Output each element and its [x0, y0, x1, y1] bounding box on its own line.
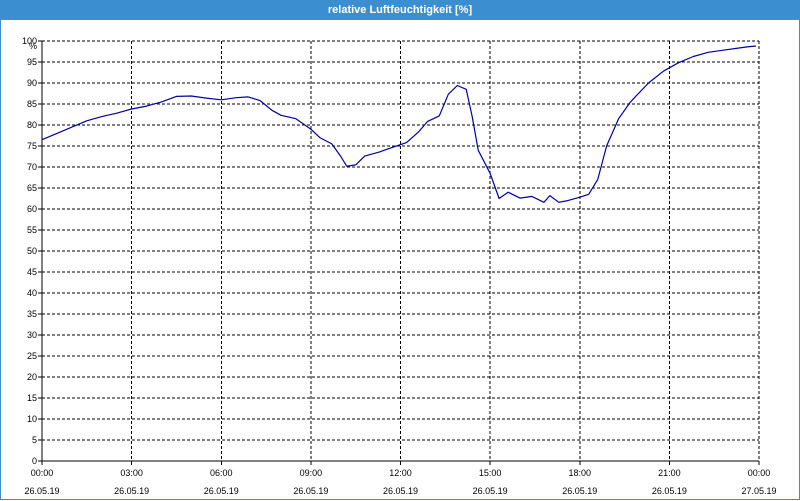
x-tick-time: 12:00: [389, 468, 412, 478]
y-tick-label: 5: [32, 435, 37, 445]
y-tick-label: 0: [32, 456, 37, 466]
axes: [38, 40, 760, 465]
y-tick-label: 60: [27, 204, 37, 214]
series-layer: [41, 45, 757, 203]
y-axis-label: %: [29, 41, 37, 51]
x-tick-date: 26.05.19: [473, 486, 508, 496]
x-tick-date: 26.05.19: [562, 486, 597, 496]
y-tick-label: 10: [27, 414, 37, 424]
y-tick-label: 65: [27, 183, 37, 193]
y-tick-label: 40: [27, 288, 37, 298]
y-tick-label: 50: [27, 246, 37, 256]
x-tick-date: 26.05.19: [293, 486, 328, 496]
chart-title: relative Luftfeuchtigkeit [%]: [1, 1, 799, 20]
x-tick-time: 03:00: [120, 468, 143, 478]
y-tick-labels: 0 5 10 15 20 25 30 35 40 45 50 55 60 65 70 75 80 85 90 95 10…: [22, 36, 37, 466]
y-tick-label: 85: [27, 99, 37, 109]
x-tick-date: 27.05.19: [741, 486, 776, 496]
x-tick-time: 18:00: [568, 468, 591, 478]
y-tick-label: 25: [27, 351, 37, 361]
y-tick-label: 15: [27, 393, 37, 403]
y-tick-label: 70: [27, 162, 37, 172]
y-tick-label: 55: [27, 225, 37, 235]
x-tick-date: 26.05.19: [652, 486, 687, 496]
x-tick-time: 00:00: [748, 468, 771, 478]
x-tick-time: 06:00: [210, 468, 233, 478]
y-tick-label: 100: [22, 36, 37, 46]
x-tick-time: 21:00: [658, 468, 681, 478]
x-tick-date: 26.05.19: [114, 486, 149, 496]
x-tick-date: 26.05.19: [24, 486, 59, 496]
x-tick-time: 15:00: [479, 468, 502, 478]
x-tick-date: 26.05.19: [383, 486, 418, 496]
y-tick-label: 95: [27, 57, 37, 67]
x-tick-labels: 00:00 26.05.19 03:00 26.05.19 06:00 26.05.19 0…: [24, 468, 776, 496]
y-tick-label: 20: [27, 372, 37, 382]
y-tick-label: 90: [27, 78, 37, 88]
y-tick-label: 75: [27, 141, 37, 151]
x-tick-time: 00:00: [31, 468, 54, 478]
grid-lines: [42, 40, 760, 461]
y-tick-label: 80: [27, 120, 37, 130]
y-tick-label: 30: [27, 330, 37, 340]
x-tick-date: 26.05.19: [204, 486, 239, 496]
x-tick-time: 09:00: [300, 468, 323, 478]
humidity-series-line: [41, 45, 757, 203]
y-tick-label: 35: [27, 309, 37, 319]
y-tick-label: 45: [27, 267, 37, 277]
